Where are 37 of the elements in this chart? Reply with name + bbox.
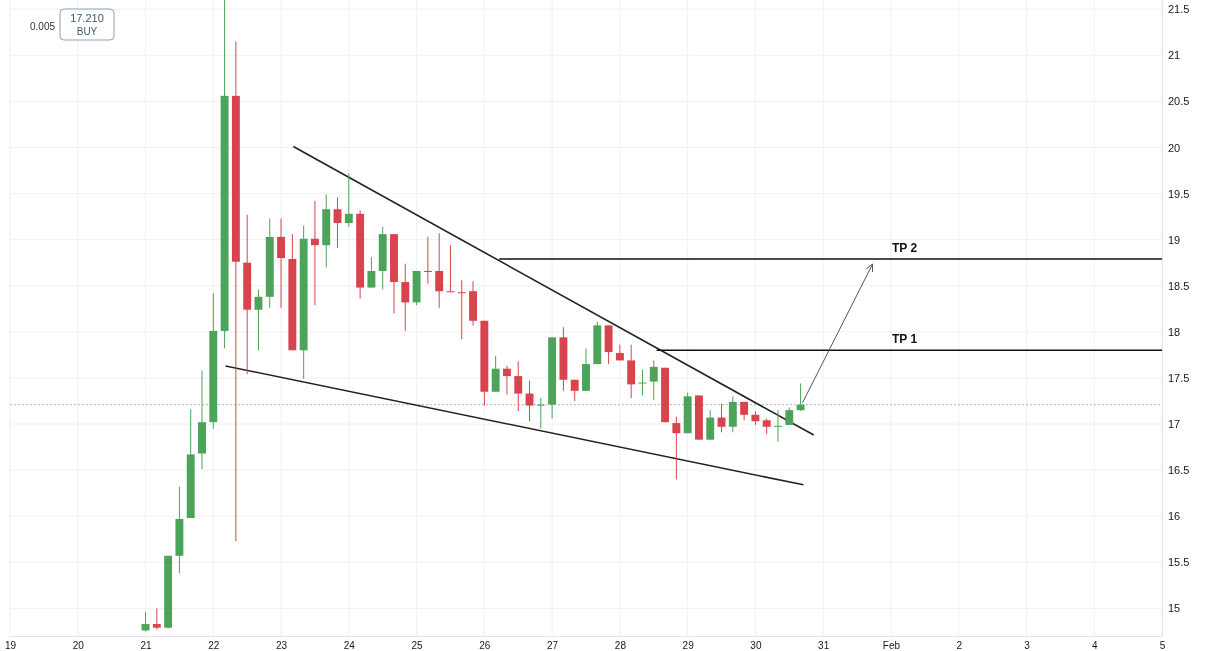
- x-tick-label: 27: [547, 640, 559, 651]
- y-tick-label: 19.5: [1168, 187, 1190, 200]
- y-tick-label: 20.5: [1168, 95, 1190, 108]
- x-tick-label: 30: [750, 640, 762, 651]
- y-tick-label: 21: [1168, 49, 1181, 62]
- y-tick-label: 18.5: [1168, 279, 1190, 292]
- x-tick-label: 21: [140, 640, 153, 651]
- y-tick-label: 19: [1168, 233, 1181, 246]
- x-tick-label: 20: [72, 640, 85, 651]
- y-tick-label: 15.5: [1168, 556, 1190, 569]
- x-tick-label: 31: [818, 640, 830, 651]
- y-tick-label: 17.5: [1168, 371, 1190, 384]
- x-tick-label: 22: [208, 640, 220, 651]
- y-tick-label: 16.5: [1168, 464, 1190, 477]
- x-tick-label: 2: [956, 640, 963, 651]
- x-tick-label: 26: [479, 640, 491, 651]
- y-tick-label: 15: [1168, 602, 1181, 615]
- x-tick-label: 5: [1159, 640, 1166, 651]
- x-tick-label: 3: [1024, 640, 1031, 651]
- x-tick-label: 23: [276, 640, 288, 651]
- x-tick-label: 28: [614, 640, 627, 651]
- y-tick-label: 20: [1168, 141, 1181, 154]
- annotation: BUY: [76, 26, 98, 37]
- x-tick-label: Feb: [882, 640, 901, 651]
- x-tick-label: 24: [343, 640, 356, 651]
- x-tick-label: 25: [411, 640, 424, 651]
- series-label: TP 2: [892, 241, 918, 256]
- series-label: TP 1: [892, 332, 918, 347]
- x-tick-label: 19: [4, 640, 17, 651]
- x-tick-label: 4: [1091, 640, 1098, 651]
- y-tick-label: 16: [1168, 510, 1181, 523]
- y-tick-label: 17: [1168, 418, 1181, 431]
- y-tick-label: 21.5: [1168, 3, 1190, 16]
- annotation: 0.005: [30, 21, 56, 32]
- y-tick-label: 18: [1168, 325, 1181, 338]
- x-tick-label: 29: [682, 640, 695, 651]
- annotation: 17.210: [70, 12, 104, 24]
